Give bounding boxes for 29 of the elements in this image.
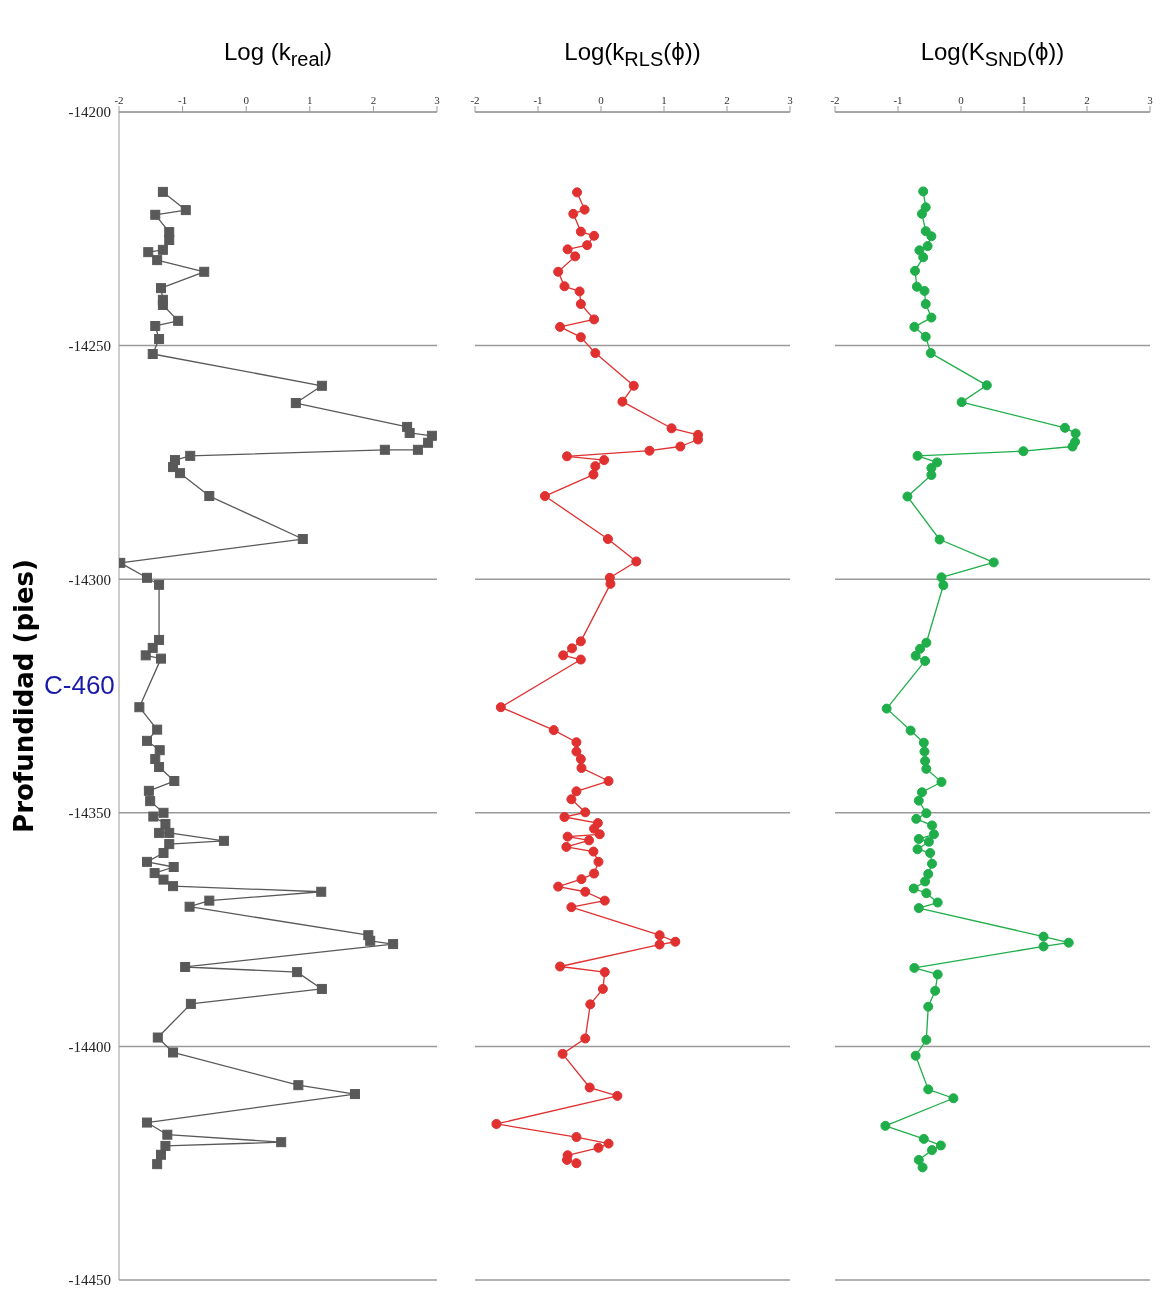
chart-title: Log(K$_{SND}$(ϕ)): [919, 38, 1066, 71]
x-tick-label: 0: [958, 94, 965, 106]
x-tick-label: 2: [724, 94, 730, 106]
x-tick-label: 3: [1147, 94, 1154, 106]
y-tick-label: -14250: [68, 337, 111, 354]
x-tick-label: 0: [243, 94, 250, 106]
chart-title: Log(k$_{RLS}$(ϕ)): [563, 38, 702, 71]
x-tick-label: -1: [893, 94, 903, 106]
x-tick-label: 3: [787, 94, 794, 106]
text: C-460: [44, 670, 115, 701]
y-axis-title: Profundidad (pies): [9, 559, 39, 833]
x-tick-label: -2: [470, 94, 480, 106]
x-tick-label: 3: [434, 94, 441, 106]
chart-title: Log (k$_{real}$): [222, 38, 334, 71]
x-tick-label: 1: [307, 94, 313, 106]
y-tick-label: -14450: [68, 1272, 111, 1289]
x-tick-label: -1: [533, 94, 543, 106]
x-tick-label: -1: [178, 94, 188, 106]
y-tick-label: -14400: [68, 1038, 111, 1055]
x-tick-label: 0: [598, 94, 605, 106]
y-tick-label: -14300: [68, 571, 111, 588]
x-tick-label: 2: [1084, 94, 1090, 106]
x-tick-label: -2: [114, 94, 124, 106]
x-tick-label: -2: [830, 94, 840, 106]
y-tick-label: -14200: [68, 104, 111, 121]
x-tick-label: 1: [661, 94, 667, 106]
x-tick-label: 1: [1021, 94, 1027, 106]
x-tick-label: 2: [370, 94, 377, 106]
y-tick-label: -14350: [68, 805, 111, 822]
